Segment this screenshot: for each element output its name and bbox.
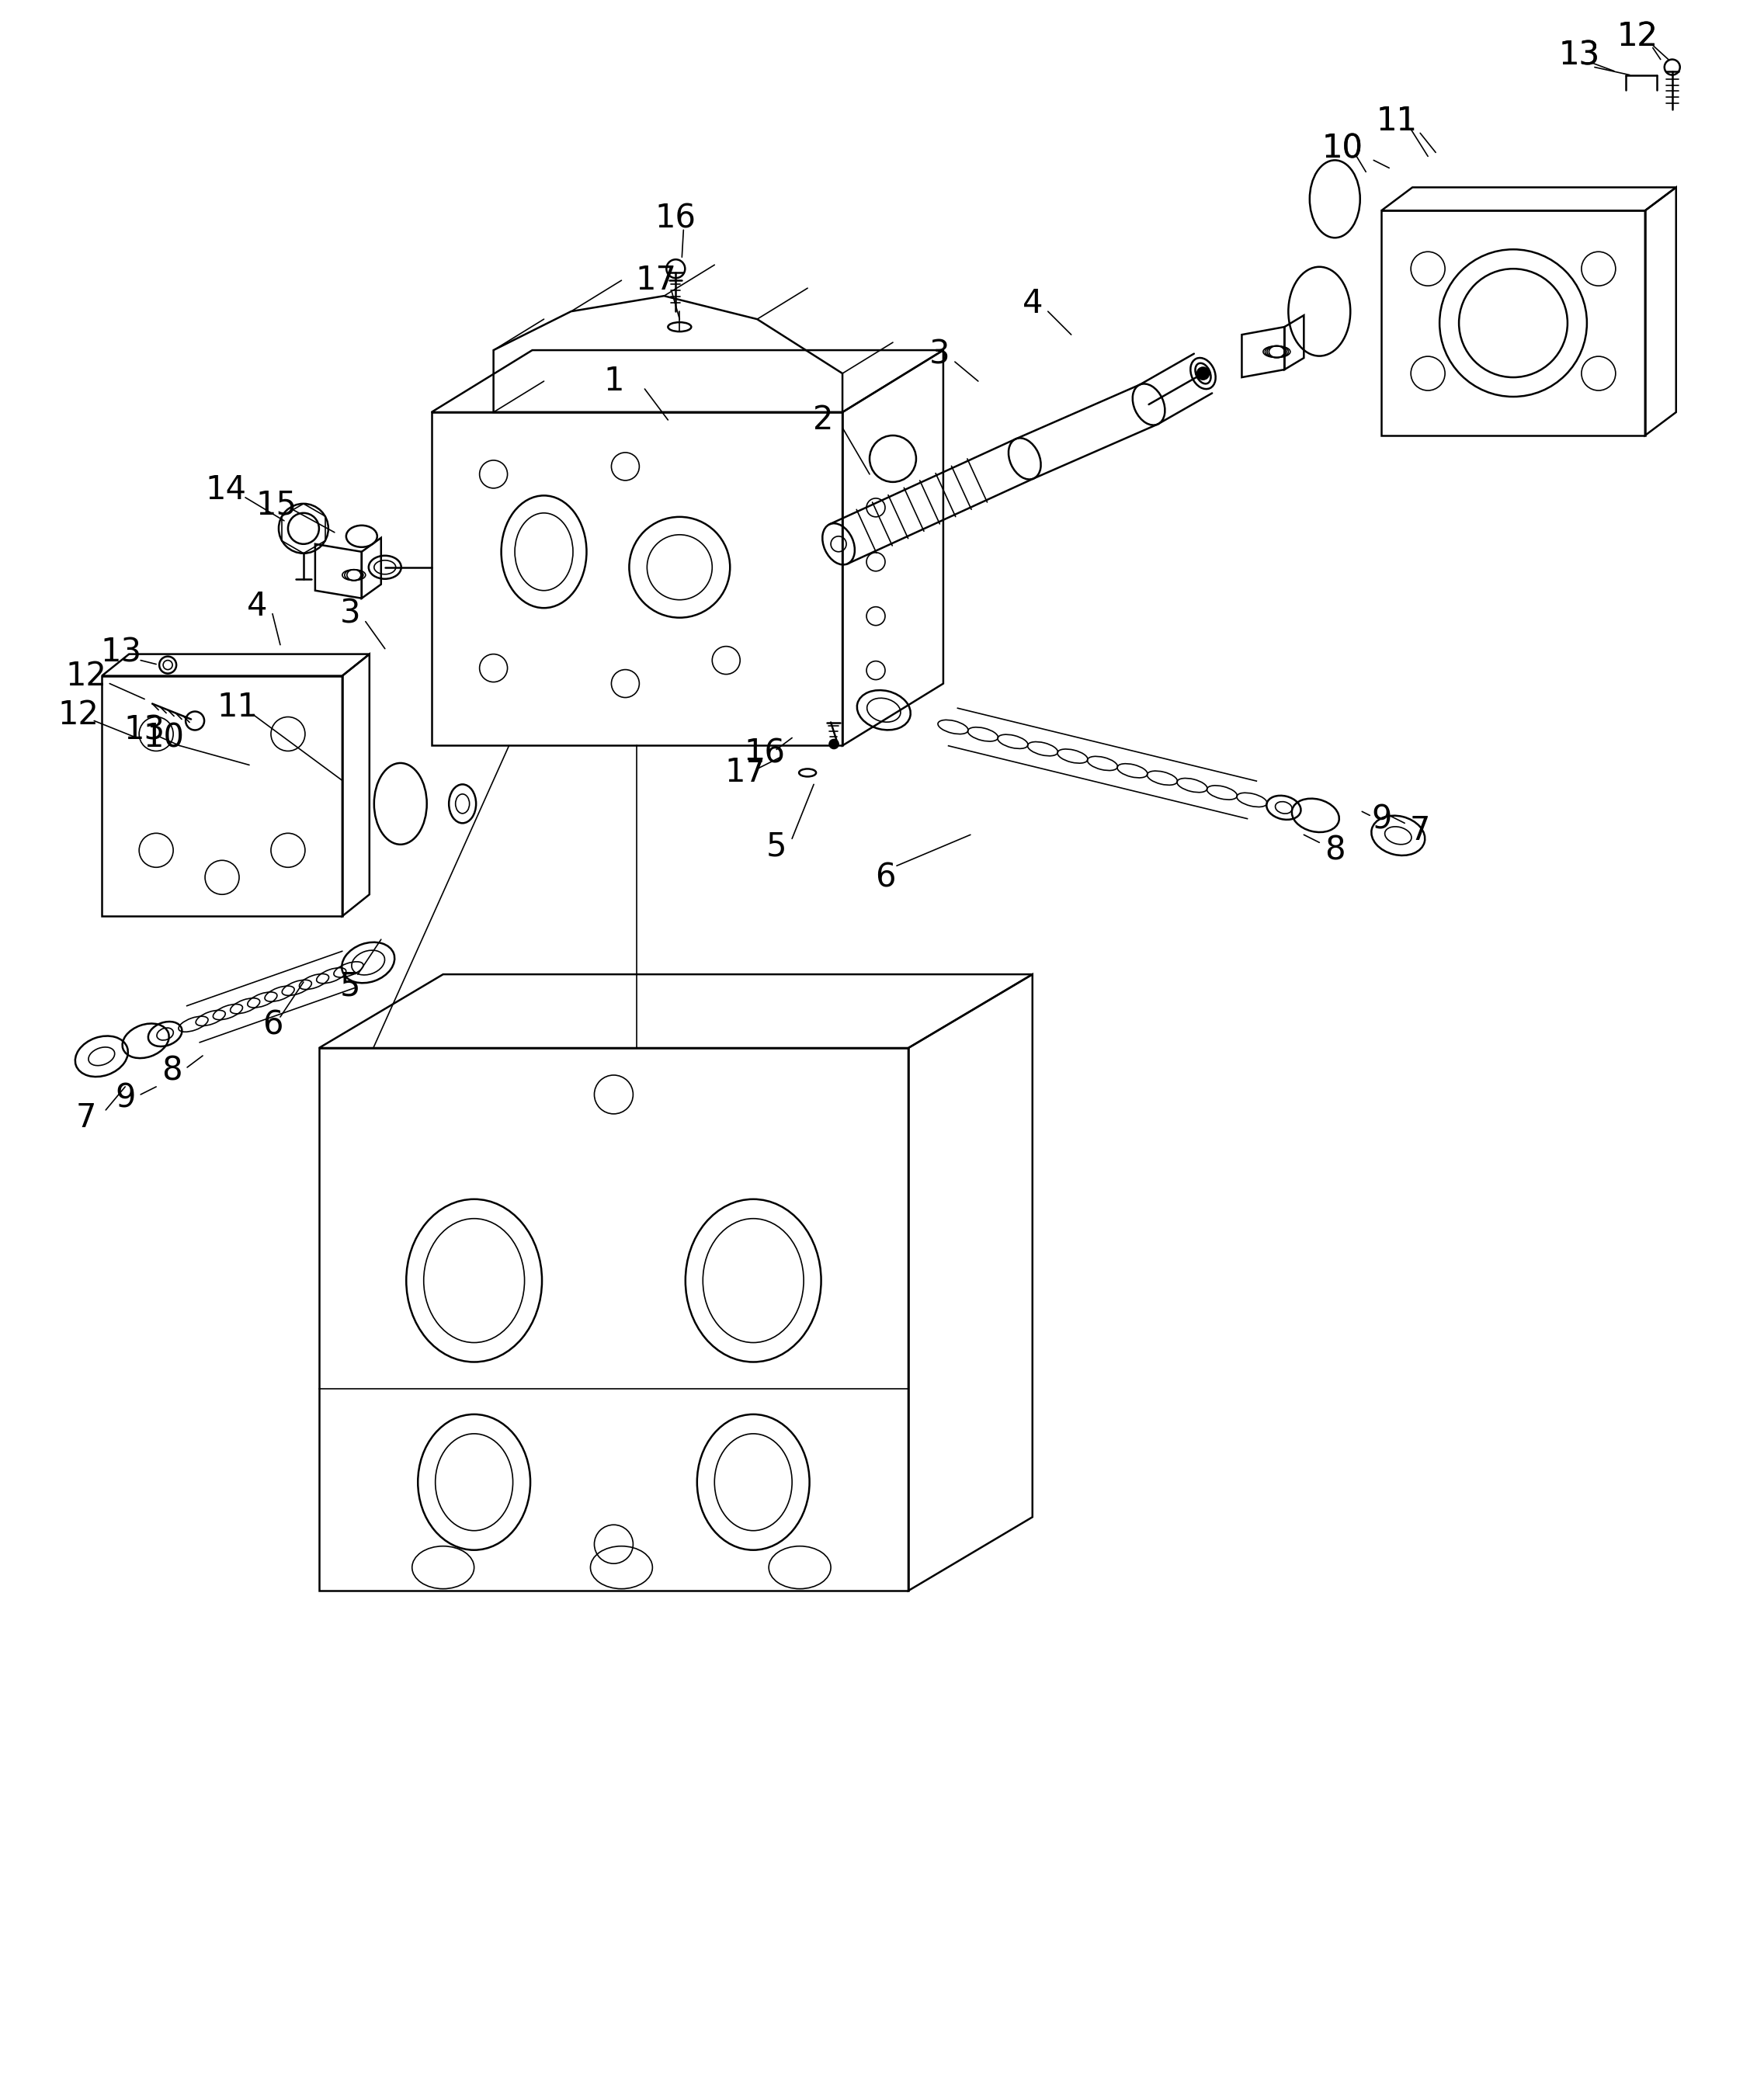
Text: 6: 6 <box>875 862 896 893</box>
Text: 4: 4 <box>1021 287 1043 321</box>
Text: 3: 3 <box>930 337 949 371</box>
Text: 12: 12 <box>1618 21 1658 52</box>
Text: 7: 7 <box>1409 814 1431 847</box>
Text: 12: 12 <box>1618 21 1658 52</box>
Text: 2: 2 <box>813 404 833 437</box>
Text: 8: 8 <box>161 1056 182 1087</box>
Text: 7: 7 <box>76 1101 97 1135</box>
Text: 13: 13 <box>123 714 166 745</box>
Text: 11: 11 <box>217 691 258 722</box>
Text: 11: 11 <box>1376 106 1418 137</box>
Text: 13: 13 <box>101 637 141 668</box>
Text: 5: 5 <box>766 831 787 862</box>
Text: 4: 4 <box>247 589 268 623</box>
Circle shape <box>829 739 838 750</box>
Text: 10: 10 <box>1321 133 1364 164</box>
Text: 8: 8 <box>1325 835 1346 866</box>
Text: 12: 12 <box>58 697 99 731</box>
Text: 15: 15 <box>256 489 296 523</box>
Text: 10: 10 <box>1321 133 1364 164</box>
Text: 9: 9 <box>115 1083 136 1114</box>
Text: 11: 11 <box>1376 106 1418 137</box>
Text: 9: 9 <box>1371 804 1392 835</box>
Text: 10: 10 <box>143 722 185 754</box>
Text: 14: 14 <box>205 473 247 506</box>
Text: 6: 6 <box>263 1008 282 1041</box>
Text: 16: 16 <box>744 737 785 770</box>
Text: 13: 13 <box>1559 40 1600 73</box>
Text: 3: 3 <box>340 598 360 631</box>
Text: 12: 12 <box>65 660 108 691</box>
Text: 17: 17 <box>725 756 766 789</box>
Text: 13: 13 <box>1559 40 1600 73</box>
Text: 16: 16 <box>654 202 697 235</box>
Text: 1: 1 <box>603 364 624 398</box>
Circle shape <box>1196 366 1210 379</box>
Text: 17: 17 <box>635 264 677 298</box>
Text: 5: 5 <box>340 970 360 1001</box>
